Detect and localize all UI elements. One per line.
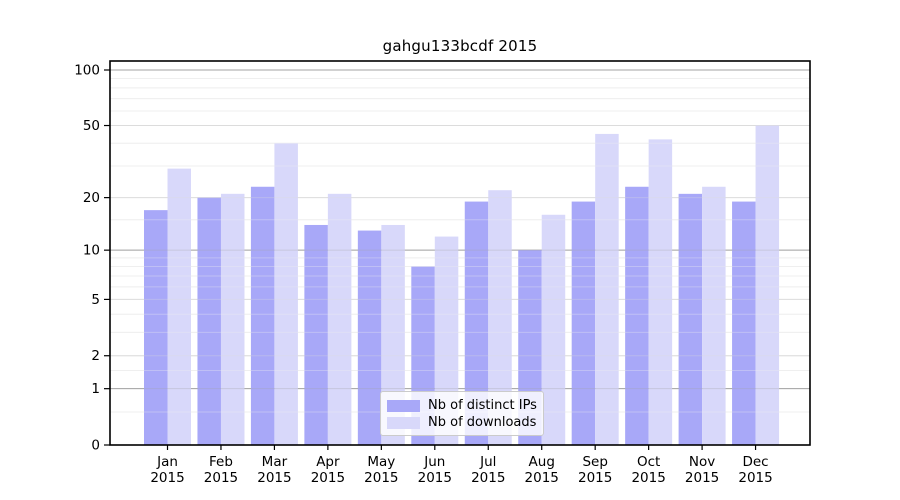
y-tick-label-100: 100 [74, 63, 100, 79]
bar-nb-of-distinct-ips-feb [197, 197, 221, 445]
x-tick-label-month-mar: Mar [262, 454, 288, 470]
legend-swatch-downloads [387, 417, 420, 429]
legend-swatch-distinct-ips [387, 400, 420, 412]
bar-nb-of-distinct-ips-nov [678, 193, 703, 445]
x-tick-label-month-sep: Sep [582, 454, 607, 470]
y-tick-label-2: 2 [91, 348, 100, 364]
y-tick-label-20: 20 [83, 190, 100, 206]
bar-nb-of-downloads-may [381, 224, 405, 445]
bar-nb-of-distinct-ips-may [357, 230, 382, 445]
bar-nb-of-downloads-dec [755, 125, 780, 446]
x-tick-label-month-nov: Nov [689, 454, 715, 470]
bar-nb-of-distinct-ips-jul [464, 201, 489, 445]
y-tick-label-50: 50 [83, 118, 100, 134]
bar-nb-of-distinct-ips-sep [571, 201, 596, 445]
y-tick-label-0: 0 [91, 438, 100, 454]
x-tick-label-month-apr: Apr [316, 454, 340, 470]
legend: Nb of distinct IPs Nb of downloads [380, 391, 544, 436]
bar-nb-of-downloads-nov [702, 186, 726, 445]
legend-label-downloads: Nb of downloads [428, 415, 537, 430]
x-tick-label-year-nov: 2015 [685, 470, 719, 486]
bar-nb-of-distinct-ips-mar [250, 186, 275, 445]
bar-nb-of-distinct-ips-jan [144, 210, 168, 445]
bar-nb-of-downloads-mar [274, 143, 298, 445]
x-tick-label-year-mar: 2015 [257, 470, 291, 486]
x-tick-label-month-jan: Jan [156, 454, 178, 470]
x-tick-label-year-oct: 2015 [631, 470, 665, 486]
legend-item-downloads: Nb of downloads [387, 415, 537, 431]
legend-label-distinct-ips: Nb of distinct IPs [428, 398, 537, 413]
y-tick-label-10: 10 [83, 243, 100, 259]
bar-nb-of-downloads-feb [220, 193, 245, 445]
bar-nb-of-downloads-sep [595, 133, 619, 445]
y-tick-label-1: 1 [91, 381, 100, 397]
x-tick-label-month-jun: Jun [423, 454, 445, 470]
bar-nb-of-distinct-ips-apr [304, 224, 328, 445]
x-tick-label-year-dec: 2015 [738, 470, 772, 486]
x-tick-label-year-jul: 2015 [471, 470, 505, 486]
bar-nb-of-downloads-apr [327, 193, 352, 445]
bar-nb-of-distinct-ips-oct [625, 186, 649, 445]
x-tick-label-month-aug: Aug [529, 454, 555, 470]
x-tick-label-month-feb: Feb [209, 454, 233, 470]
x-tick-label-year-sep: 2015 [578, 470, 612, 486]
y-tick-label-5: 5 [91, 292, 100, 308]
bar-nb-of-distinct-ips-dec [732, 201, 756, 445]
x-tick-label-year-jan: 2015 [150, 470, 184, 486]
plot-border [109, 60, 811, 446]
bar-nb-of-downloads-jan [167, 168, 191, 445]
x-tick-label-month-jul: Jul [479, 454, 496, 470]
legend-item-distinct-ips: Nb of distinct IPs [387, 398, 537, 414]
x-tick-label-month-may: May [367, 454, 395, 470]
x-tick-label-year-apr: 2015 [311, 470, 345, 486]
x-tick-label-year-feb: 2015 [204, 470, 238, 486]
x-tick-label-month-dec: Dec [742, 454, 768, 470]
bar-nb-of-downloads-jul [488, 190, 512, 445]
chart-title: gahgu133bcdf 2015 [382, 37, 538, 55]
x-tick-label-month-oct: Oct [637, 454, 660, 470]
bar-nb-of-downloads-aug [541, 214, 566, 445]
x-tick-label-year-may: 2015 [364, 470, 398, 486]
x-tick-label-year-jun: 2015 [418, 470, 452, 486]
x-tick-label-year-aug: 2015 [525, 470, 559, 486]
bar-nb-of-downloads-oct [648, 139, 673, 445]
